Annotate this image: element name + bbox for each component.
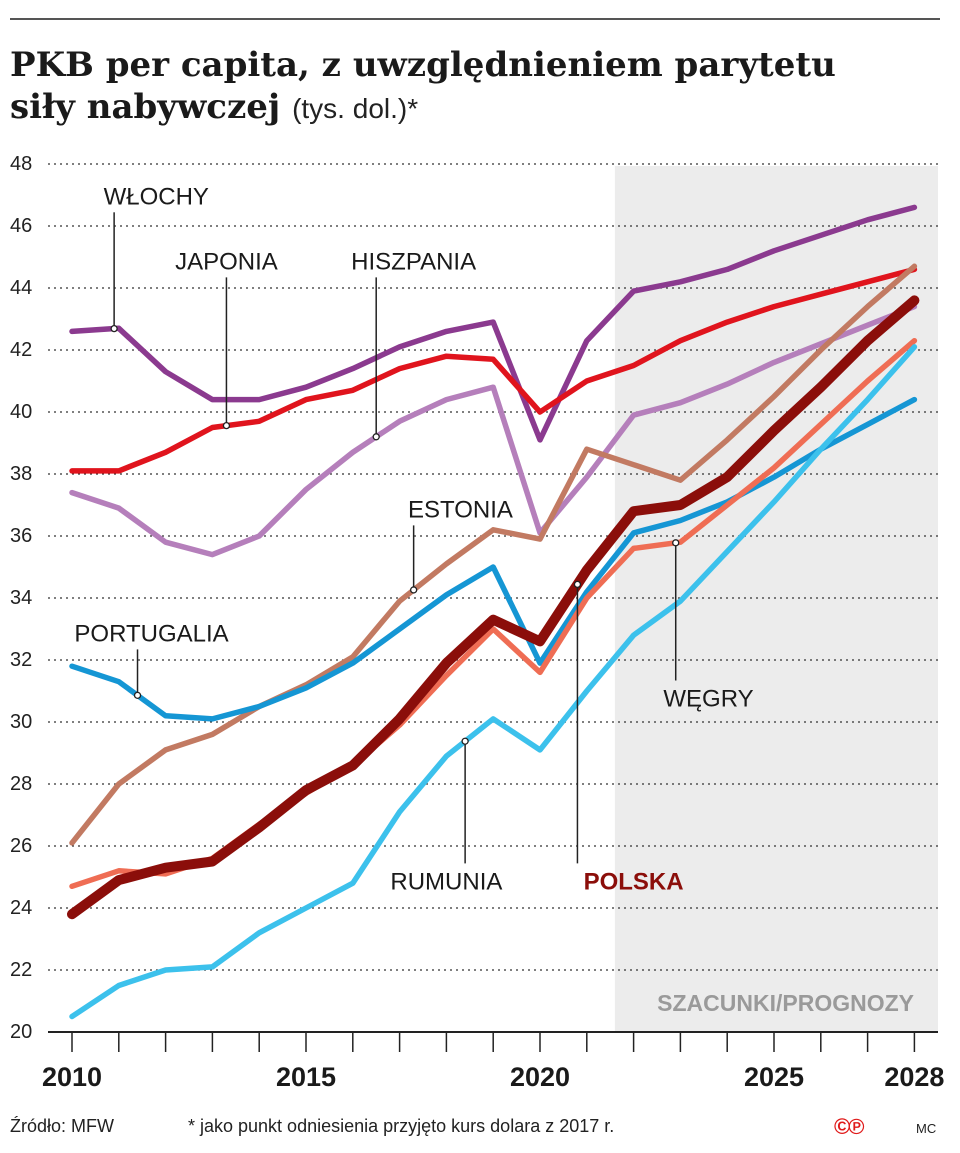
forecast-region-label: SZACUNKI/PROGNOZY	[657, 990, 914, 1016]
x-tick-label: 2010	[42, 1062, 102, 1092]
x-tick-label: 2025	[744, 1062, 804, 1092]
top-rule	[10, 18, 940, 20]
leader-dot	[461, 737, 469, 745]
series-line-polska	[67, 295, 920, 920]
x-tick-label: 2020	[510, 1062, 570, 1092]
chart-title: PKB per capita, z uwzględnieniem parytet…	[10, 44, 910, 130]
y-tick-label: 42	[10, 339, 32, 361]
leader-dot	[133, 691, 142, 699]
footnote: * jako punkt odniesienia przyjęto kurs d…	[188, 1116, 615, 1136]
y-tick-label: 32	[10, 649, 32, 671]
y-tick-label: 20	[10, 1021, 32, 1043]
series-label: RUMUNIA	[390, 868, 502, 895]
series-line-włochy	[69, 204, 918, 443]
series-label: JAPONIA	[175, 248, 278, 275]
series-label: ESTONIA	[408, 496, 513, 523]
series-line-hiszpania	[69, 303, 918, 558]
y-tick-label: 36	[10, 525, 32, 547]
leader-dot	[372, 433, 380, 441]
forecast-region	[614, 166, 938, 1032]
y-tick-label: 44	[10, 277, 32, 299]
y-tick-label: 34	[10, 587, 32, 609]
y-tick-label: 48	[10, 153, 32, 175]
leader-dot	[110, 324, 118, 333]
y-tick-label: 26	[10, 835, 32, 857]
x-tick-label: 2028	[884, 1062, 944, 1092]
series-label: WŁOCHY	[104, 183, 209, 210]
series-line-rumunia	[69, 344, 918, 1020]
chart-title-unit: (tys. dol.)*	[292, 93, 419, 124]
series-label: HISZPANIA	[351, 248, 476, 275]
leader-dot	[409, 586, 418, 594]
series-label: PORTUGALIA	[74, 620, 228, 647]
source-note: Źródło: MFW	[10, 1116, 115, 1136]
y-tick-label: 38	[10, 463, 32, 485]
y-tick-label: 30	[10, 711, 32, 733]
x-tick-label: 2015	[276, 1062, 336, 1092]
copyright-logo: ©℗	[834, 1114, 864, 1139]
y-tick-label: 22	[10, 959, 32, 981]
series-label: POLSKA	[584, 868, 684, 895]
y-tick-label: 46	[10, 215, 32, 237]
author-initials: MC	[916, 1121, 937, 1136]
y-tick-label: 40	[10, 401, 32, 423]
series-line-japonia	[69, 266, 918, 474]
leader-dot	[573, 580, 582, 589]
chart-title-main: PKB per capita, z uwzględnieniem parytet…	[10, 45, 836, 127]
series-line-portugalia	[69, 396, 918, 722]
leader-dot	[222, 421, 231, 430]
series-label: WĘGRY	[663, 686, 753, 713]
y-tick-label: 28	[10, 773, 32, 795]
y-tick-label: 24	[10, 897, 32, 919]
leader-dot	[672, 539, 680, 547]
series-line-estonia	[69, 263, 918, 846]
